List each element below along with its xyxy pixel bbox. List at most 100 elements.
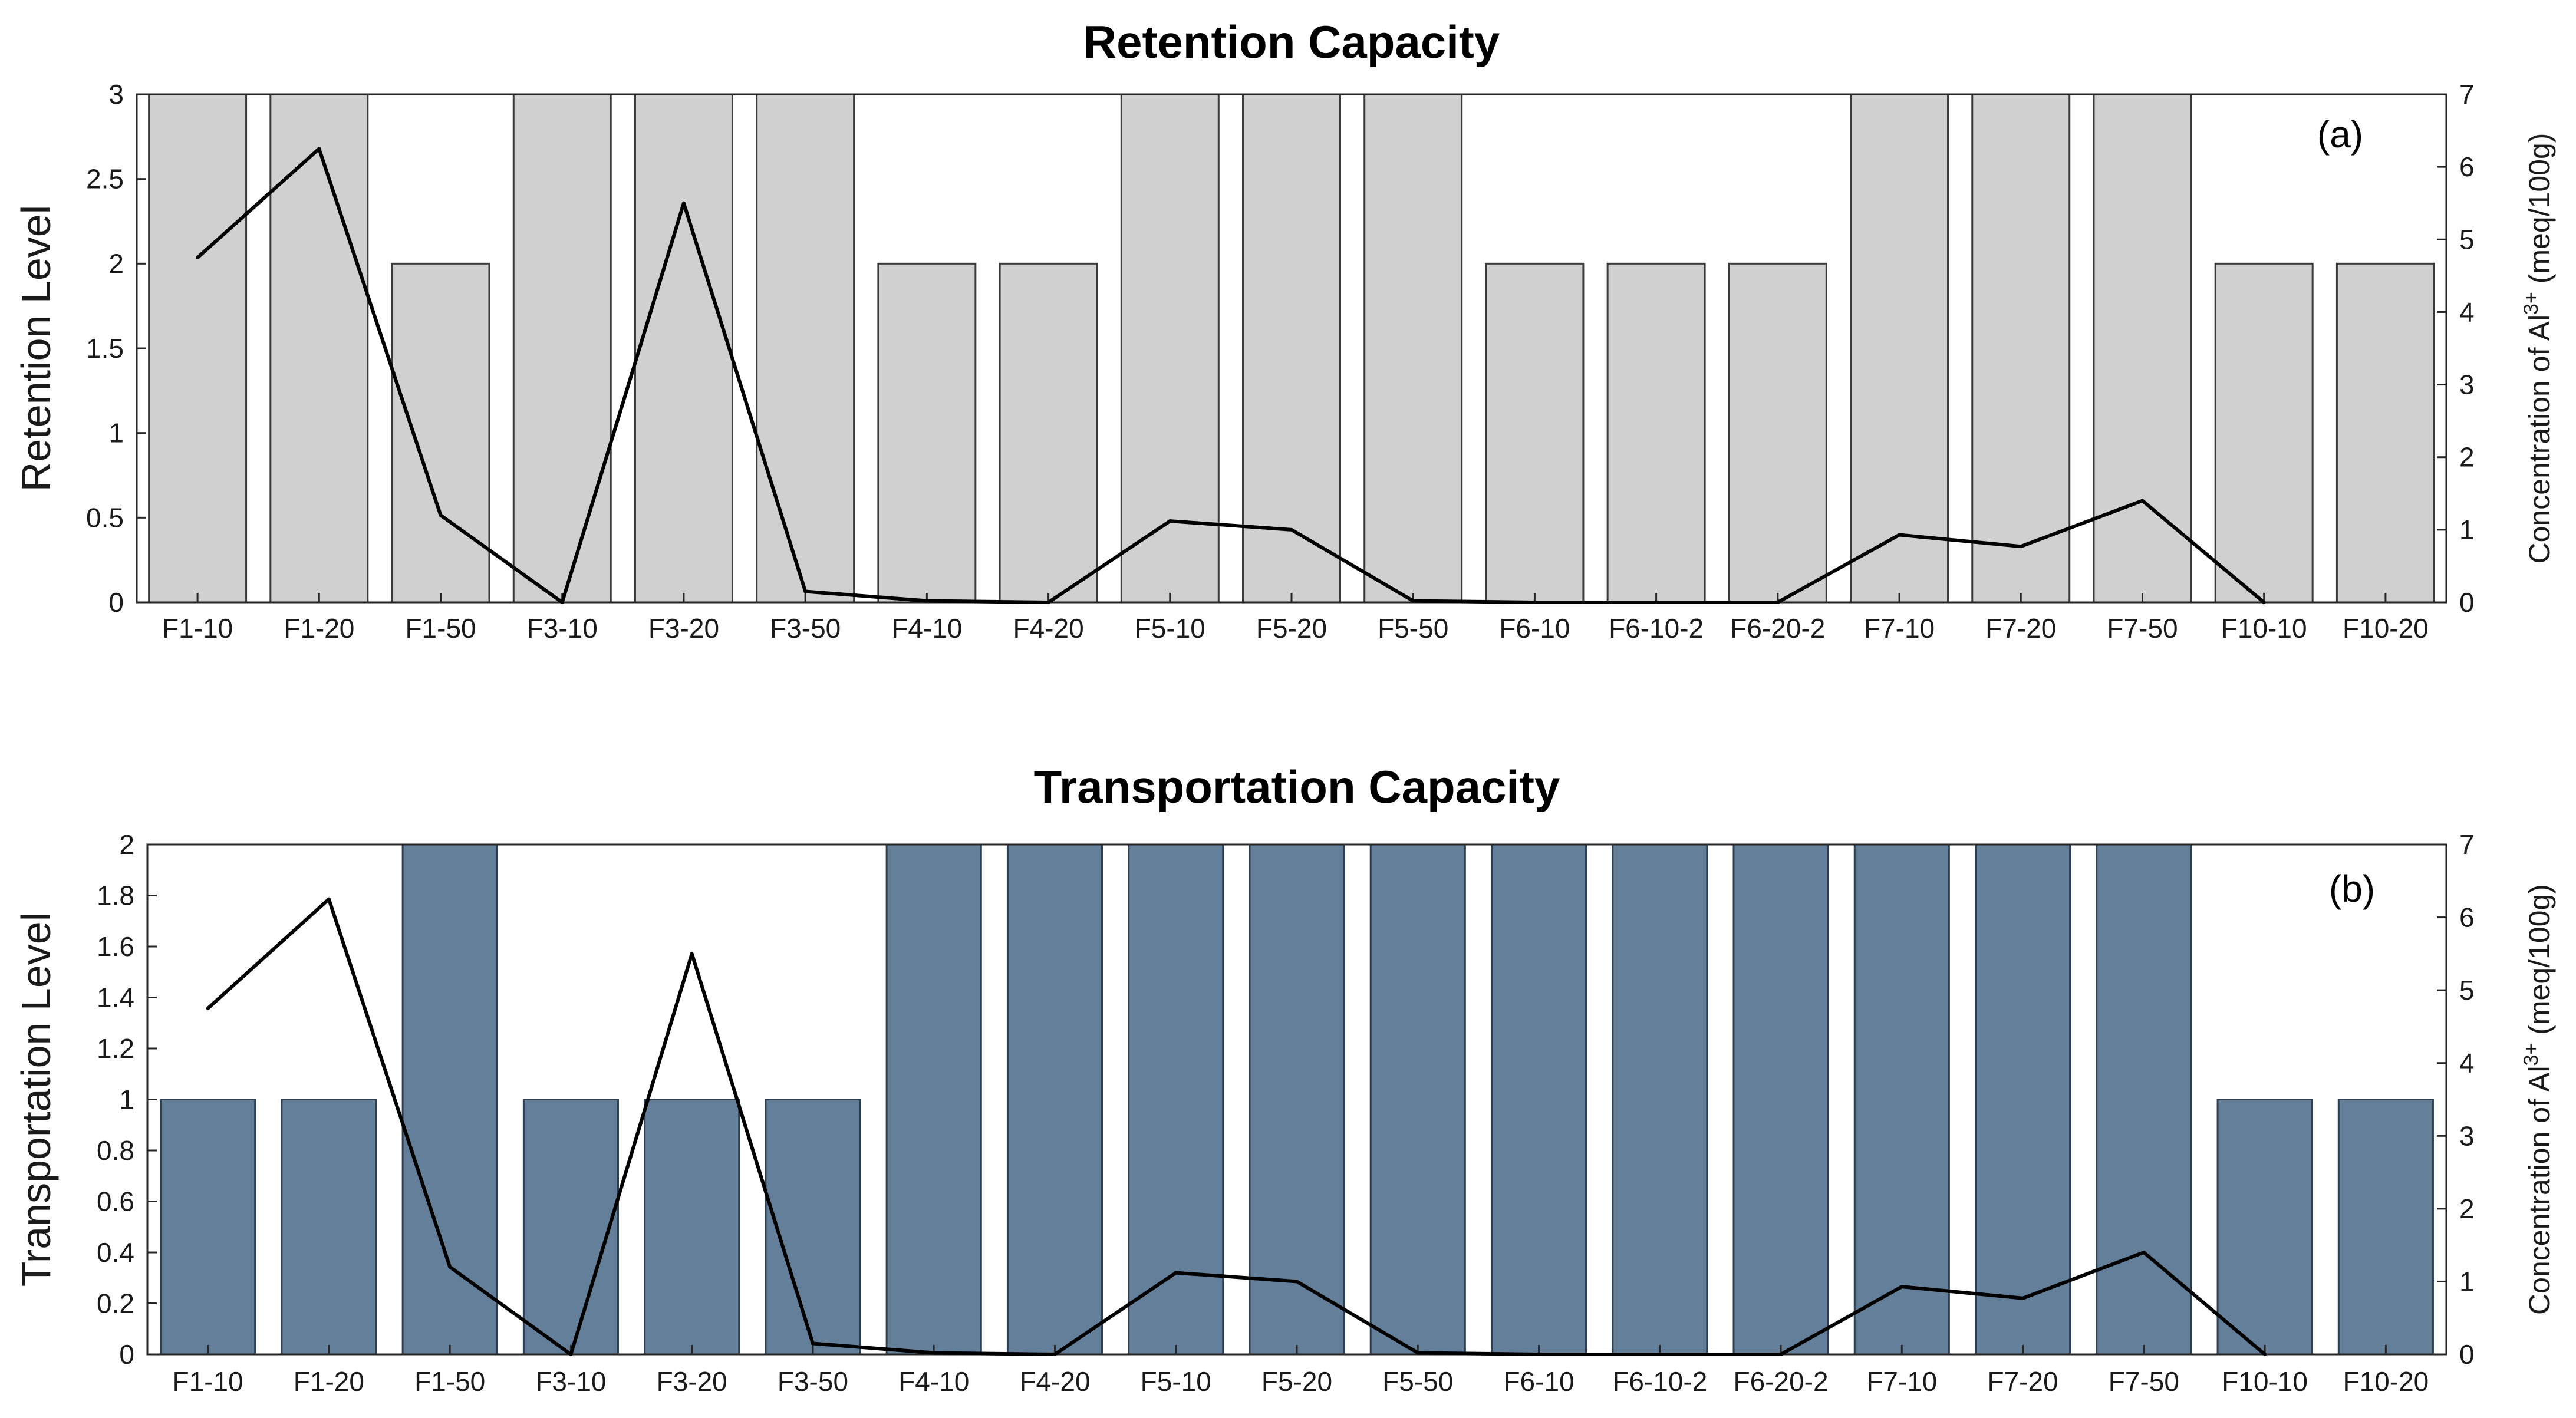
line-point-F6-10-2 — [1654, 601, 1658, 604]
bar-F1-20 — [281, 1099, 377, 1356]
y-right-axis-label-main: Concentration of Al — [2523, 315, 2556, 564]
x-tick-label: F7-10 — [1866, 1366, 1937, 1397]
line-point-F6-20-2 — [1779, 1353, 1783, 1356]
y-right-axis-label: Concentration of Al3+ (meq/100g) — [2520, 133, 2556, 564]
y-tick-label: 0 — [119, 1339, 134, 1370]
y-right-axis-label-unit: (meq/100g) — [2523, 884, 2556, 1043]
line-point-F1-10 — [206, 1007, 210, 1011]
x-tick-label: F10-20 — [2343, 1366, 2429, 1397]
y-tick-label: 0.2 — [97, 1288, 134, 1319]
y-axis-label: Transportation Level — [13, 912, 59, 1287]
y-tick-label: 1.8 — [97, 881, 134, 911]
x-tick-label: F4-10 — [898, 1366, 969, 1397]
line-point-F1-20 — [327, 897, 331, 901]
line-point-F6-10-2 — [1658, 1353, 1662, 1356]
y-right-axis-label-main: Concentration of Al — [2523, 1066, 2556, 1315]
x-tick-label: F7-10 — [1864, 613, 1935, 644]
bar-F1-20 — [269, 93, 369, 604]
bar-F3-10 — [522, 1099, 619, 1356]
x-tick-label: F5-10 — [1135, 613, 1205, 644]
bar-F6-10 — [1490, 843, 1587, 1356]
bar-F6-10-2 — [1612, 843, 1708, 1356]
y-right-tick-label: 4 — [2459, 1048, 2475, 1079]
bar-F3-10 — [512, 93, 612, 604]
bar-F6-10-2 — [1606, 262, 1706, 604]
y-right-tick-label: 7 — [2459, 829, 2475, 860]
x-tick-label: F4-20 — [1013, 613, 1083, 644]
line-point-F4-20 — [1046, 601, 1050, 604]
bar-F4-10 — [877, 262, 977, 604]
x-tick-label: F7-20 — [1987, 1366, 2058, 1397]
bar-F7-50 — [2093, 93, 2192, 604]
x-tick-label: F3-20 — [657, 1366, 727, 1397]
line-point-F7-10 — [1898, 533, 1902, 537]
y-right-tick-label: 3 — [2459, 1120, 2475, 1151]
chart-panel-b: 0 0.2 0.4 0.6 0.8 1 1.2 1.4 1.6 1.8 2 0 1 2 3 4 5 6 7 F1-10… — [13, 761, 2556, 1397]
x-tick-label: F10-10 — [2222, 1366, 2308, 1397]
line-point-F1-10 — [196, 256, 200, 260]
y-tick-label: 1.4 — [97, 982, 134, 1013]
y-right-tick-label: 4 — [2459, 296, 2475, 327]
x-tick-label: F4-20 — [1019, 1366, 1090, 1397]
line-point-F6-10 — [1533, 601, 1537, 604]
panel-label: (b) — [2329, 868, 2375, 910]
x-tick-label: F3-20 — [648, 613, 719, 644]
x-tick-label: F6-10-2 — [1612, 1366, 1707, 1397]
x-tick-label: F1-50 — [405, 613, 476, 644]
panel-label: (a) — [2317, 113, 2363, 156]
al-concentration-line — [206, 897, 2267, 1356]
y-right-tick-label: 5 — [2459, 224, 2475, 255]
line-point-F6-20-2 — [1775, 601, 1780, 604]
x-tick-label: F1-20 — [284, 613, 354, 644]
y-tick-label: 1 — [108, 418, 124, 449]
y-tick-label: 0 — [108, 587, 124, 618]
bar-F10-10 — [2214, 262, 2314, 604]
y-right-axis-label-superscript: 3+ — [2520, 292, 2542, 315]
line-point-F3-20 — [690, 952, 694, 956]
bar-F5-10 — [1128, 843, 1224, 1356]
y-tick-label: 3 — [108, 79, 124, 110]
y-right-tick-label: 1 — [2459, 515, 2475, 545]
x-tick-label: F4-10 — [891, 613, 962, 644]
line-point-F4-20 — [1053, 1353, 1057, 1356]
y-tick-label: 0.6 — [97, 1186, 134, 1217]
x-tick-label: F7-50 — [2109, 1366, 2179, 1397]
x-tick-label: F10-10 — [2221, 613, 2307, 644]
line-point-F5-10 — [1168, 519, 1172, 523]
bar-F3-20 — [644, 1099, 740, 1356]
bar-F1-10 — [160, 1099, 256, 1356]
bar-F7-20 — [1971, 93, 2071, 604]
x-tick-label: F1-10 — [162, 613, 233, 644]
x-tick-label: F7-20 — [1985, 613, 2056, 644]
line-point-F6-10 — [1537, 1353, 1541, 1356]
line-point-F7-10 — [1900, 1285, 1904, 1289]
x-tick-label: F5-50 — [1378, 613, 1448, 644]
x-tick-label: F1-20 — [294, 1366, 364, 1397]
x-tick-label: F5-50 — [1382, 1366, 1453, 1397]
y-right-tick-label: 5 — [2459, 975, 2475, 1005]
line-point-F5-20 — [1290, 527, 1293, 532]
bar-F6-20-2 — [1732, 843, 1829, 1356]
bar-F6-10 — [1485, 262, 1585, 604]
line-point-F1-50 — [439, 513, 443, 517]
bar-F7-10 — [1853, 843, 1950, 1356]
bar-F3-50 — [765, 1099, 861, 1356]
bar-F1-10 — [148, 93, 248, 604]
bar-F7-20 — [1975, 843, 2071, 1356]
y-right-tick-label: 2 — [2459, 442, 2475, 473]
line-point-F4-10 — [932, 1351, 936, 1355]
line-point-F3-50 — [811, 1341, 815, 1346]
line-point-F3-10 — [569, 1353, 573, 1356]
chart-title: Transportation Capacity — [1034, 761, 1560, 813]
chart-panel-a: 0 0.5 1 1.5 2 2.5 3 0 1 2 3 4 5 6 7 F1-10 F1-20 F1-50 F3-1… — [13, 16, 2556, 644]
y-axis-label: Retention Level — [13, 205, 59, 492]
y-tick-label: 1 — [119, 1084, 134, 1115]
line-point-F4-10 — [925, 599, 929, 603]
y-right-axis-label: Concentration of Al3+ (meq/100g) — [2520, 884, 2556, 1315]
x-tick-label: F3-50 — [770, 613, 841, 644]
y-right-tick-label: 6 — [2459, 151, 2475, 182]
bar-F4-20 — [999, 262, 1098, 604]
line-point-F7-20 — [2019, 545, 2023, 549]
y-right-tick-label: 7 — [2459, 79, 2475, 110]
